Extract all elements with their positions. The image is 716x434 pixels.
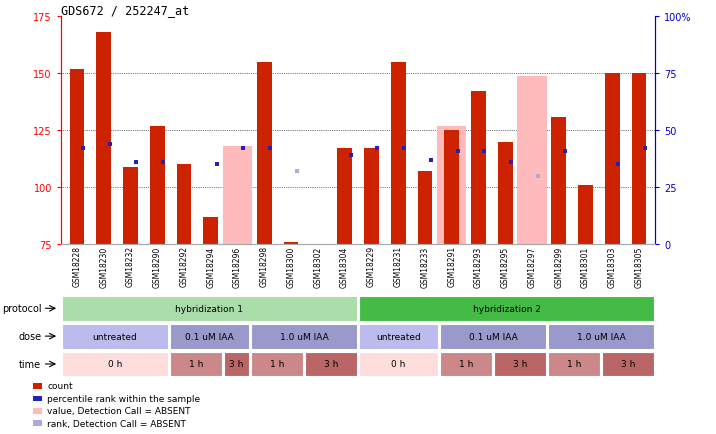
Bar <box>364 149 379 244</box>
Bar <box>548 324 654 349</box>
Bar <box>170 352 222 377</box>
Text: 3 h: 3 h <box>621 360 635 368</box>
Text: untreated: untreated <box>376 332 421 341</box>
Text: dose: dose <box>19 332 42 341</box>
Bar <box>251 352 303 377</box>
Text: 0 h: 0 h <box>107 360 122 368</box>
Text: count: count <box>47 381 73 391</box>
Text: protocol: protocol <box>1 304 42 313</box>
Text: percentile rank within the sample: percentile rank within the sample <box>47 394 200 403</box>
Bar <box>498 142 513 244</box>
Bar <box>223 147 252 244</box>
Bar <box>440 352 492 377</box>
Bar <box>417 172 432 244</box>
Bar <box>517 76 547 244</box>
Text: GDS672 / 252247_at: GDS672 / 252247_at <box>61 4 189 17</box>
Bar <box>123 167 137 244</box>
Text: 1 h: 1 h <box>189 360 203 368</box>
Bar <box>359 324 438 349</box>
Bar <box>445 131 459 244</box>
Bar <box>224 352 249 377</box>
Text: 1 h: 1 h <box>459 360 473 368</box>
Bar <box>337 149 352 244</box>
Bar <box>551 117 566 244</box>
Bar <box>605 74 619 244</box>
Bar <box>632 74 647 244</box>
Text: 3 h: 3 h <box>229 360 243 368</box>
Bar <box>437 126 466 244</box>
Bar <box>359 296 654 321</box>
Bar <box>305 352 357 377</box>
Bar <box>62 296 357 321</box>
Bar <box>97 33 111 244</box>
Bar <box>34 396 42 401</box>
Text: value, Detection Call = ABSENT: value, Detection Call = ABSENT <box>47 406 190 415</box>
Bar <box>471 92 486 244</box>
Bar <box>62 324 168 349</box>
Text: rank, Detection Call = ABSENT: rank, Detection Call = ABSENT <box>47 419 186 428</box>
Text: 0.1 uM IAA: 0.1 uM IAA <box>185 332 234 341</box>
Bar <box>548 352 600 377</box>
Bar <box>34 408 42 414</box>
Bar <box>203 217 218 244</box>
Bar <box>494 352 546 377</box>
Bar <box>257 63 271 244</box>
Bar <box>170 324 249 349</box>
Bar <box>34 421 42 426</box>
Text: 0.1 uM IAA: 0.1 uM IAA <box>469 332 518 341</box>
Text: hybridization 2: hybridization 2 <box>473 304 541 313</box>
Text: 1.0 uM IAA: 1.0 uM IAA <box>280 332 329 341</box>
Text: 3 h: 3 h <box>513 360 527 368</box>
Bar <box>150 126 165 244</box>
Text: 3 h: 3 h <box>324 360 338 368</box>
Text: time: time <box>19 359 42 369</box>
Text: untreated: untreated <box>92 332 137 341</box>
Text: 1 h: 1 h <box>567 360 581 368</box>
Bar <box>359 352 438 377</box>
Bar <box>602 352 654 377</box>
Text: hybridization 1: hybridization 1 <box>175 304 243 313</box>
Bar <box>579 185 593 244</box>
Bar <box>34 383 42 389</box>
Bar <box>251 324 357 349</box>
Bar <box>62 352 168 377</box>
Text: 1.0 uM IAA: 1.0 uM IAA <box>577 332 626 341</box>
Bar <box>440 324 546 349</box>
Bar <box>69 69 84 244</box>
Text: 1 h: 1 h <box>270 360 284 368</box>
Text: 0 h: 0 h <box>392 360 406 368</box>
Bar <box>391 63 405 244</box>
Bar <box>284 242 299 244</box>
Bar <box>177 165 191 244</box>
